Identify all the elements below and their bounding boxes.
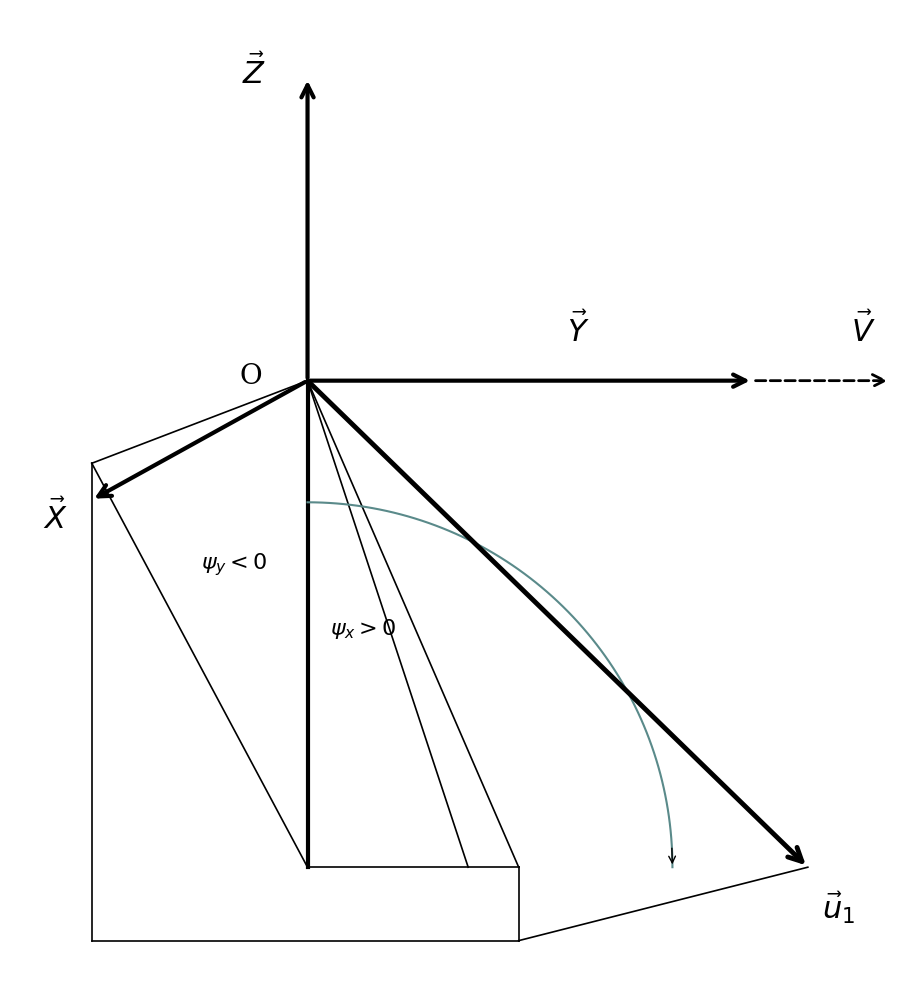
Text: $\vec{u}_1$: $\vec{u}_1$ <box>822 890 855 926</box>
Text: $\vec{X}$: $\vec{X}$ <box>43 500 67 536</box>
Text: $\vec{Y}$: $\vec{Y}$ <box>567 313 589 349</box>
Text: $\psi_y < 0$: $\psi_y < 0$ <box>201 551 267 578</box>
Text: $\vec{Z}$: $\vec{Z}$ <box>242 55 266 91</box>
Text: O: O <box>239 363 262 390</box>
Text: $\vec{V}$: $\vec{V}$ <box>851 313 875 349</box>
Text: $\psi_x > 0$: $\psi_x > 0$ <box>330 617 397 641</box>
